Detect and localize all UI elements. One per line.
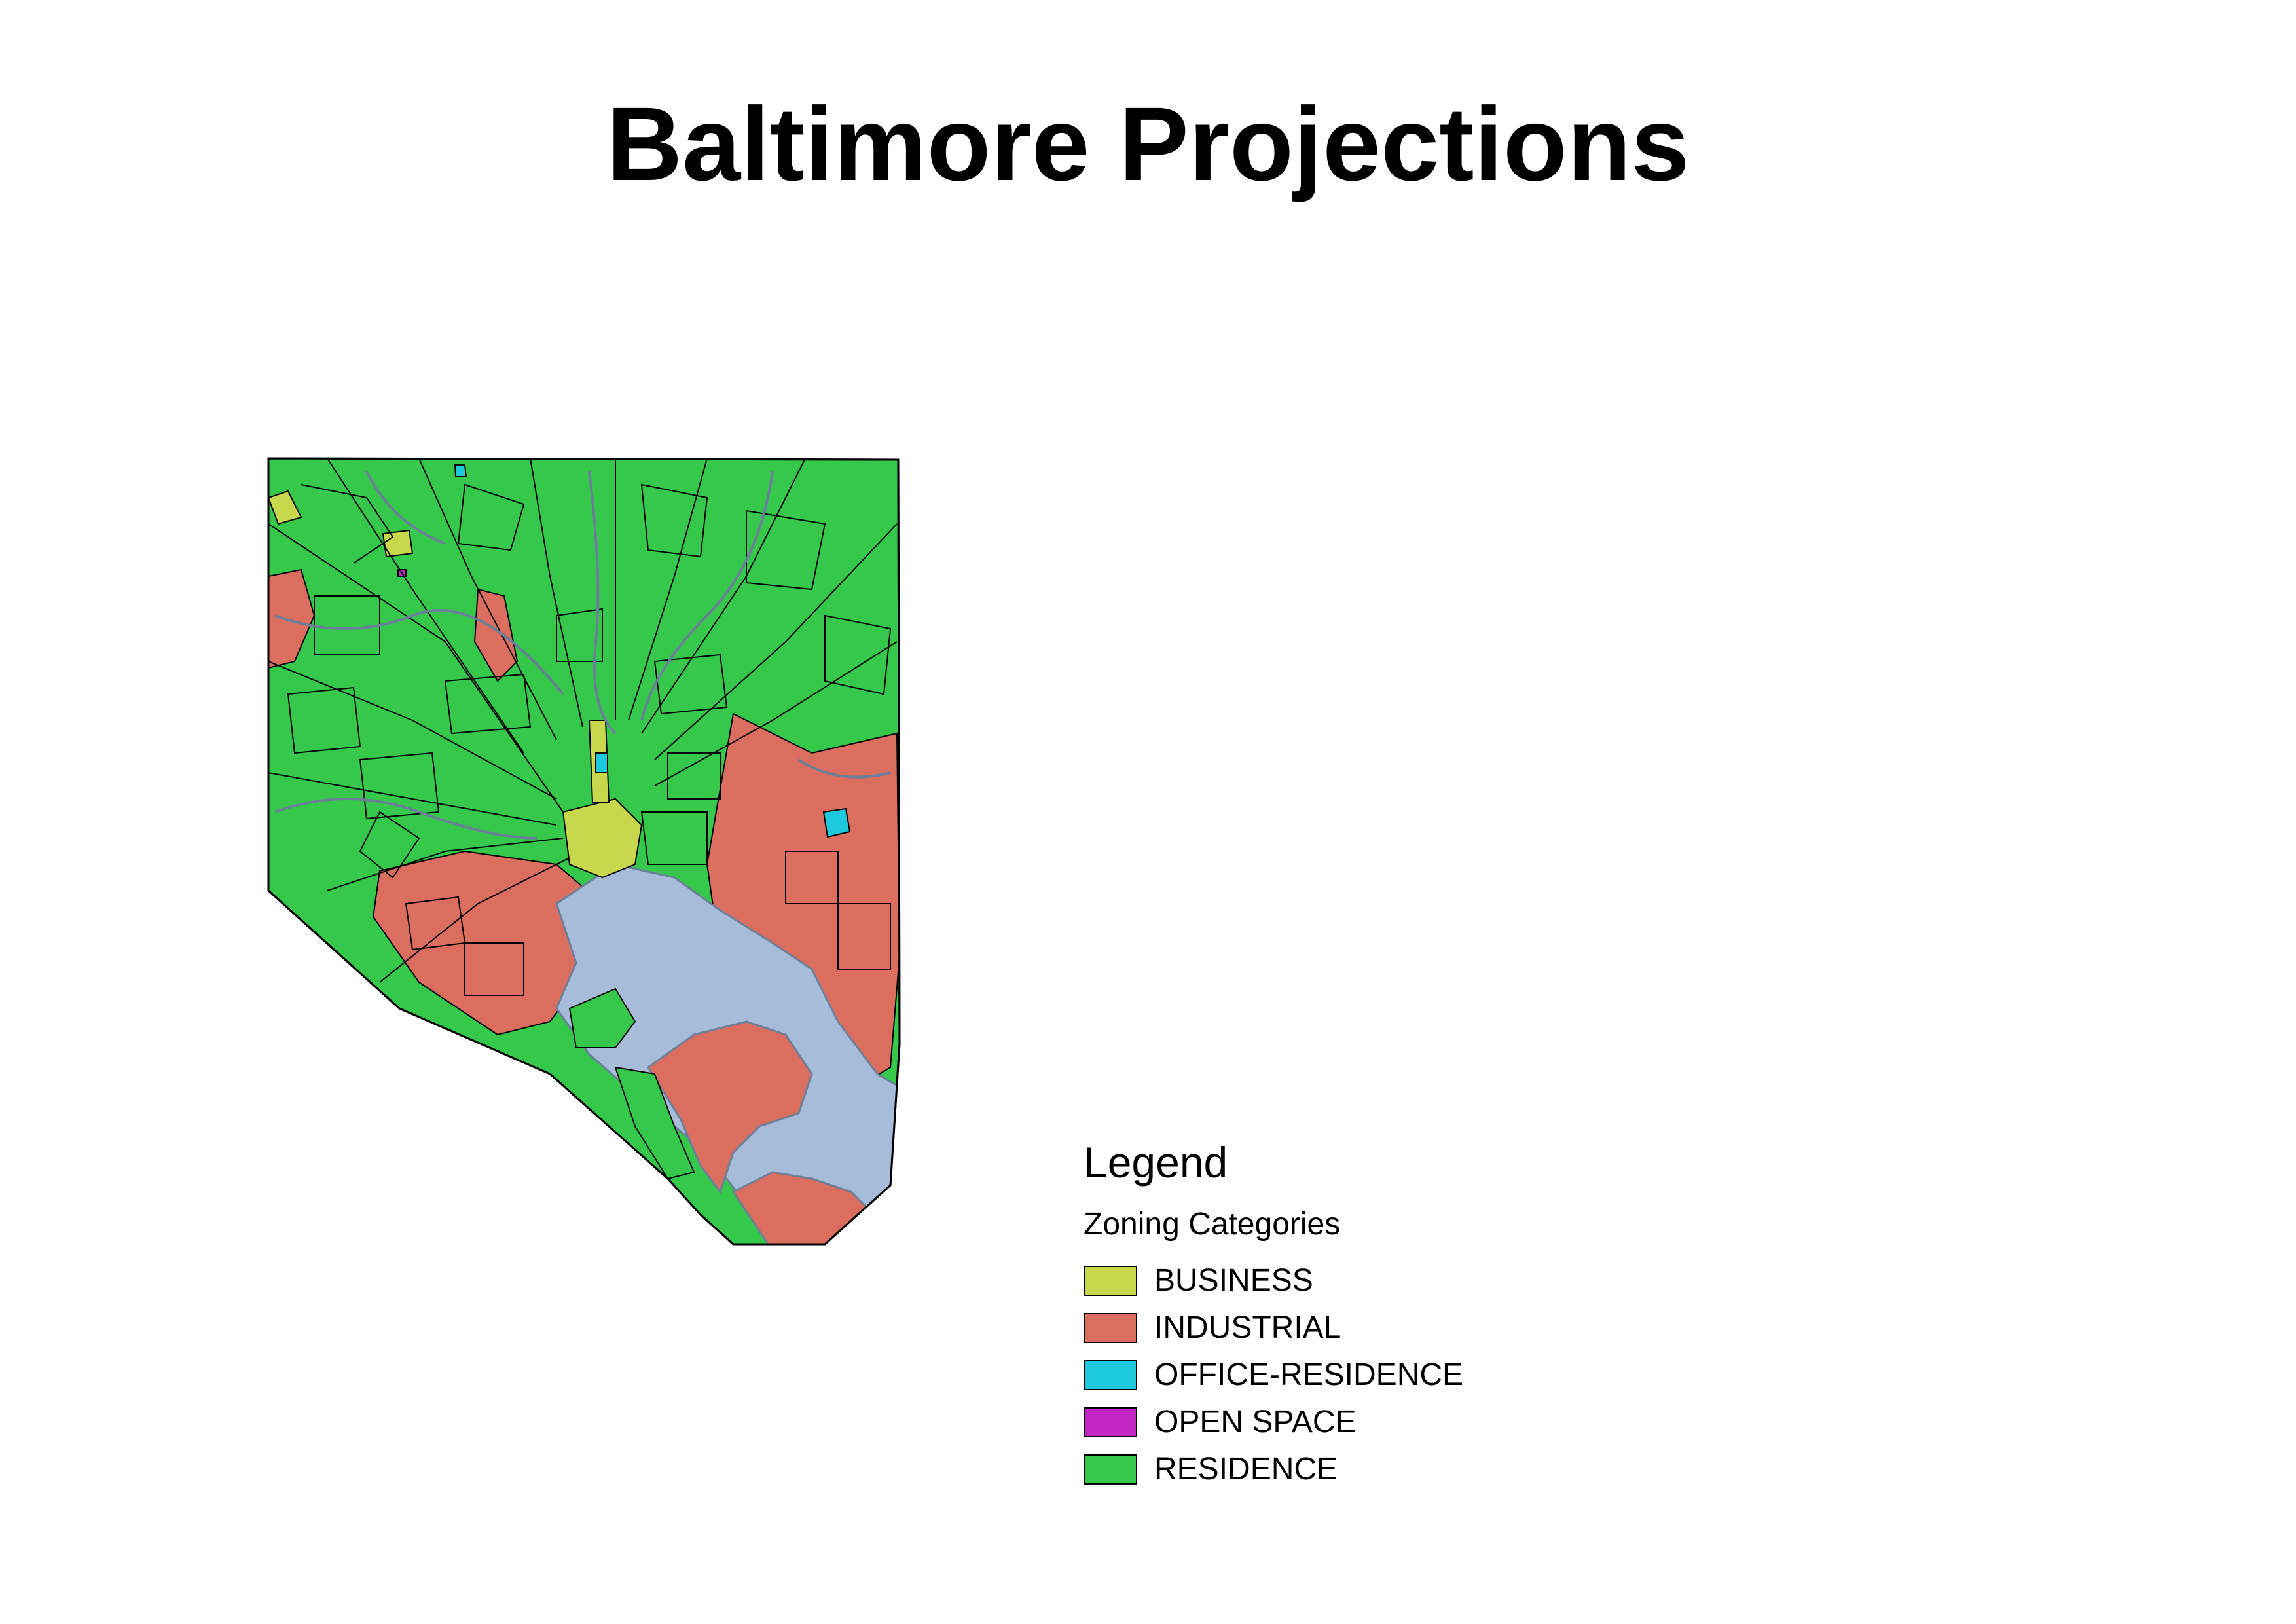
office-residence-central bbox=[595, 752, 608, 773]
legend-subtitle: Zoning Categories bbox=[1084, 1207, 1341, 1242]
legend-item-industrial: INDUSTRIAL bbox=[1084, 1308, 1673, 1355]
residence-harbor-island bbox=[568, 987, 636, 1048]
industrial-swatch bbox=[1084, 1313, 1137, 1343]
streams bbox=[274, 471, 891, 840]
legend: Legend Zoning Categories BUSINESS INDUST… bbox=[1084, 1136, 1673, 1503]
business-northwest-2 bbox=[382, 529, 414, 558]
legend-items: BUSINESS INDUSTRIAL OFFICE-RESIDENCE OPE… bbox=[1084, 1261, 1673, 1496]
business-downtown bbox=[562, 798, 643, 879]
open-space-swatch bbox=[1084, 1407, 1137, 1437]
city-outline bbox=[267, 457, 901, 1246]
business-swatch bbox=[1084, 1266, 1137, 1296]
page-title: Baltimore Projections bbox=[606, 85, 1690, 202]
industrial-peninsula bbox=[646, 1020, 813, 1194]
legend-label-open-space: OPEN SPACE bbox=[1154, 1405, 1357, 1439]
legend-label-business: BUSINESS bbox=[1154, 1263, 1313, 1298]
residence-swatch bbox=[1084, 1454, 1137, 1485]
legend-item-business: BUSINESS bbox=[1084, 1261, 1673, 1308]
legend-title: Legend bbox=[1084, 1138, 1228, 1187]
office-residence-swatch bbox=[1084, 1360, 1137, 1390]
office-residence-east bbox=[822, 807, 851, 838]
legend-item-residence: RESIDENCE bbox=[1084, 1449, 1673, 1496]
industrial-zone-north-corridor bbox=[473, 588, 519, 682]
legend-item-open-space: OPEN SPACE bbox=[1084, 1402, 1673, 1449]
office-residence-north bbox=[454, 464, 467, 477]
legend-label-industrial: INDUSTRIAL bbox=[1154, 1310, 1341, 1345]
parcel-lines bbox=[268, 458, 898, 996]
legend-label-residence: RESIDENCE bbox=[1154, 1452, 1338, 1486]
industrial-zone-west bbox=[268, 568, 316, 669]
legend-item-office-residence: OFFICE-RESIDENCE bbox=[1084, 1355, 1673, 1402]
legend-label-office-residence: OFFICE-RESIDENCE bbox=[1154, 1357, 1464, 1392]
residence-south bbox=[614, 1066, 695, 1180]
zoning-map bbox=[249, 445, 930, 1270]
business-northwest bbox=[268, 490, 302, 525]
zoning-map-svg bbox=[267, 457, 901, 1246]
